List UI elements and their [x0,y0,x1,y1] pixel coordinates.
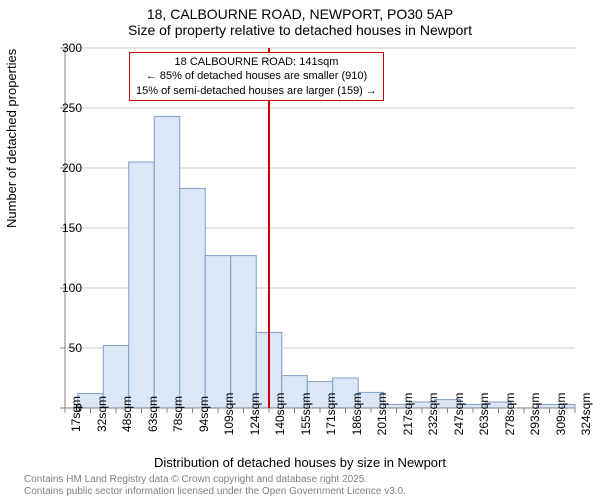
x-tick-label: 186sqm [350,393,364,436]
x-tick-label: 140sqm [273,393,287,436]
x-tick-label: 324sqm [579,393,593,436]
x-tick-label: 94sqm [197,396,211,432]
title-subtitle: Size of property relative to detached ho… [0,22,600,38]
x-tick-label: 293sqm [528,393,542,436]
y-tick-label: 150 [62,221,82,235]
chart-container: 18, CALBOURNE ROAD, NEWPORT, PO30 5AP Si… [0,0,600,500]
y-tick-label: 100 [62,281,82,295]
attribution-line1: Contains HM Land Registry data © Crown c… [24,474,406,486]
annotation-line3: 15% of semi-detached houses are larger (… [136,84,377,98]
chart-area [65,48,575,408]
x-tick-label: 78sqm [171,396,185,432]
histogram-bar [180,188,206,408]
y-tick-label: 250 [62,101,82,115]
y-tick-label: 300 [62,41,82,55]
histogram-plot [65,48,575,408]
x-tick-label: 63sqm [146,396,160,432]
x-tick-label: 309sqm [554,393,568,436]
x-tick-label: 263sqm [477,393,491,436]
histogram-bar [154,116,180,408]
histogram-bar [129,162,155,408]
histogram-bar [205,256,231,408]
title-block: 18, CALBOURNE ROAD, NEWPORT, PO30 5AP Si… [0,0,600,38]
x-tick-label: 155sqm [299,393,313,436]
x-axis-label: Distribution of detached houses by size … [0,455,600,470]
property-annotation: 18 CALBOURNE ROAD: 141sqm ← 85% of detac… [129,52,384,101]
annotation-line2: ← 85% of detached houses are smaller (91… [136,69,377,83]
histogram-bar [231,256,257,408]
x-tick-label: 124sqm [248,393,262,436]
x-tick-label: 201sqm [375,393,389,436]
x-tick-label: 247sqm [452,393,466,436]
x-tick-label: 48sqm [120,396,134,432]
attribution: Contains HM Land Registry data © Crown c… [24,474,406,498]
attribution-line2: Contains public sector information licen… [24,486,406,498]
x-tick-label: 109sqm [222,393,236,436]
x-tick-label: 32sqm [95,396,109,432]
x-tick-label: 171sqm [324,393,338,436]
x-tick-label: 232sqm [426,393,440,436]
x-tick-label: 17sqm [69,396,83,432]
y-tick-label: 200 [62,161,82,175]
x-tick-label: 278sqm [503,393,517,436]
annotation-line1: 18 CALBOURNE ROAD: 141sqm [136,55,377,69]
x-tick-label: 217sqm [401,393,415,436]
y-axis-label: Number of detached properties [4,49,19,228]
title-address: 18, CALBOURNE ROAD, NEWPORT, PO30 5AP [0,6,600,22]
y-tick-label: 50 [69,341,82,355]
